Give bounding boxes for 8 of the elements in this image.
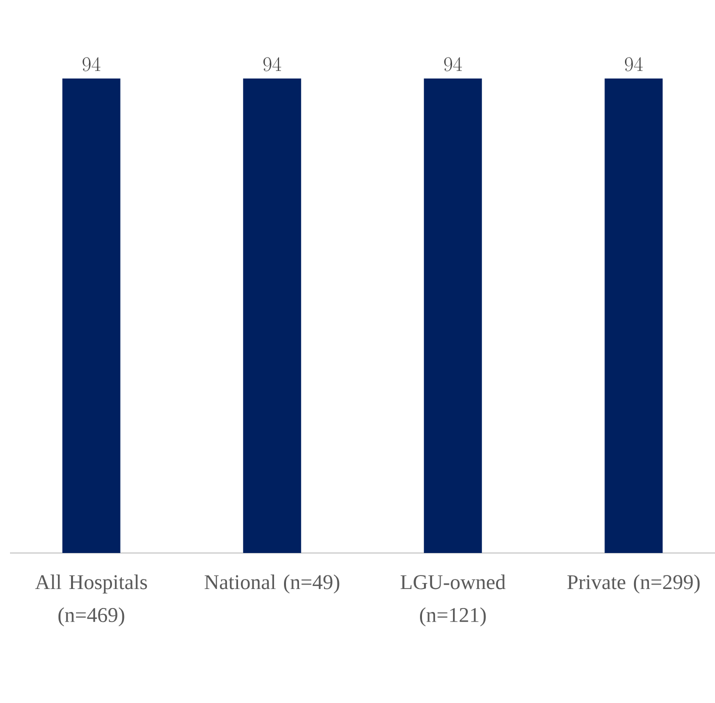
data-label: 94 xyxy=(444,57,462,72)
data-label: 94 xyxy=(263,57,282,72)
data-label: 94 xyxy=(624,57,643,72)
data-label: 94 xyxy=(82,57,100,72)
x-tick-label: All Hospitals (n=469) xyxy=(35,574,147,626)
x-tick-label: National (n=49) xyxy=(204,574,340,594)
x-tick-label: Private (n=299) xyxy=(567,574,700,594)
x-tick-label: LGU-owned (n=121) xyxy=(400,574,506,626)
